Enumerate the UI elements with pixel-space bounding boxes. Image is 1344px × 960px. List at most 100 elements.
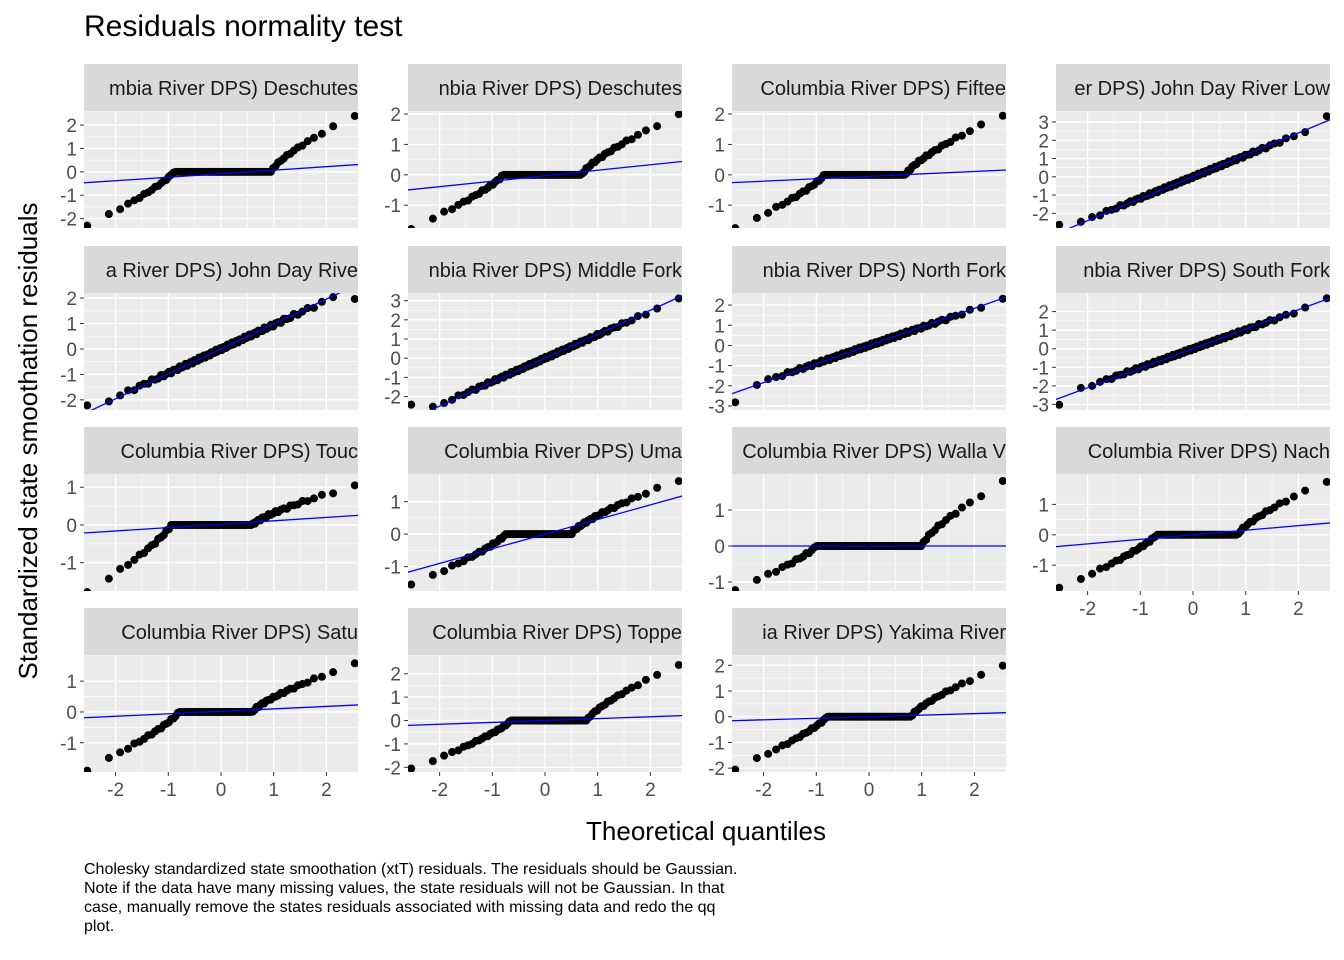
y-tick-label: 1 <box>390 330 401 351</box>
y-tick-label: 1 <box>390 688 401 709</box>
facet-strip <box>732 427 1006 474</box>
qq-point <box>408 764 416 772</box>
qq-point <box>1289 492 1298 501</box>
qq-point <box>1088 569 1097 578</box>
qq-reference-line <box>408 495 682 573</box>
y-tick-label: 2 <box>714 105 725 126</box>
qq-point <box>440 567 449 576</box>
y-tick-label: -1 <box>1032 556 1049 577</box>
x-tick-label: 1 <box>916 780 927 801</box>
qq-point <box>329 489 338 498</box>
qq-reference-line <box>1056 522 1330 548</box>
x-tick-label: -1 <box>484 780 501 801</box>
y-tick-label: 1 <box>390 493 401 514</box>
facet-strip-label: ia River DPS) Yakima River <box>762 622 1006 644</box>
y-tick-label: 2 <box>390 665 401 686</box>
qq-point <box>627 683 636 692</box>
y-tick-label: 2 <box>714 296 725 317</box>
qq-point <box>965 127 974 136</box>
qq-reference-line <box>90 293 341 410</box>
y-tick-label: -3 <box>708 397 725 418</box>
facet-panel: Columbia River DPS) Nach -1 0 1 -2 -1 0 1 2 <box>1032 427 1330 620</box>
y-tick-label: -1 <box>708 196 725 217</box>
qq-point <box>732 586 740 591</box>
qq-point <box>764 208 773 217</box>
qq-point <box>1301 128 1310 137</box>
facet-strip-label: er DPS) John Day River Low <box>1074 78 1330 100</box>
qq-point <box>428 757 437 766</box>
qq-point <box>84 221 92 228</box>
y-tick-label: 2 <box>390 311 401 332</box>
y-tick-label: 2 <box>1038 131 1049 152</box>
facet-strip <box>84 608 358 655</box>
y-tick-label: -2 <box>384 758 401 779</box>
qq-point <box>752 575 761 584</box>
qq-point <box>977 120 986 129</box>
y-tick-label: 1 <box>1038 495 1049 516</box>
x-tick-label: -2 <box>107 780 124 801</box>
qq-point <box>104 574 113 583</box>
x-tick-label: -1 <box>1132 599 1149 620</box>
qq-point <box>1281 497 1290 506</box>
facet-strip <box>732 608 1006 655</box>
y-tick-label: 1 <box>1038 150 1049 171</box>
qq-reference-line <box>84 704 358 719</box>
facet-strip-label: Columbia River DPS) Walla V <box>742 441 1006 463</box>
qq-point <box>448 205 457 214</box>
qq-point <box>752 754 761 763</box>
panel-data <box>408 660 682 772</box>
qq-point <box>764 749 773 758</box>
y-tick-label: 1 <box>1038 321 1049 342</box>
x-tick-label: 2 <box>645 780 656 801</box>
x-tick-label: -2 <box>1079 599 1096 620</box>
y-tick-label: 1 <box>66 139 77 160</box>
qq-point <box>1056 400 1064 409</box>
y-tick-label: 1 <box>714 682 725 703</box>
x-tick-label: 0 <box>216 780 227 801</box>
x-tick-label: 0 <box>1188 599 1199 620</box>
qq-point <box>1096 564 1105 573</box>
facet-panel: Columbia River DPS) Walla V -1 0 1 <box>708 427 1006 594</box>
y-tick-label: 0 <box>390 712 401 733</box>
facet-strip-label: nbia River DPS) Middle Fork <box>429 260 683 282</box>
qq-point <box>298 141 307 150</box>
qq-point <box>732 398 740 407</box>
qq-point <box>641 489 650 498</box>
y-tick-label: -1 <box>384 368 401 389</box>
y-tick-label: -2 <box>1032 204 1049 225</box>
qq-point <box>116 564 125 573</box>
y-tick-label: -2 <box>60 210 77 231</box>
facet-panel: mbia River DPS) Deschutes -2 -10 12 <box>60 64 358 231</box>
facet-strip <box>408 246 682 293</box>
x-tick-label: 1 <box>592 780 603 801</box>
x-axis-label: Theoretical quantiles <box>586 816 826 846</box>
qq-point <box>951 509 960 518</box>
qq-point <box>957 503 966 512</box>
facet-strip-label: a River DPS) John Day Rive <box>106 260 358 282</box>
qq-point <box>84 766 92 772</box>
y-tick-label: 0 <box>390 166 401 187</box>
facet-strip <box>84 246 358 293</box>
panel-data <box>1056 112 1330 228</box>
facet-strip <box>732 64 1006 111</box>
y-tick-label: 3 <box>390 292 401 313</box>
qq-point <box>674 477 682 486</box>
x-tick-label: 0 <box>864 780 875 801</box>
qq-point <box>440 751 449 760</box>
panel-data <box>84 659 358 772</box>
qq-point <box>408 580 416 589</box>
y-tick-label: -1 <box>384 735 401 756</box>
y-tick-label: 0 <box>390 525 401 546</box>
facet-strip-label: mbia River DPS) Deschutes <box>109 78 358 100</box>
qq-point <box>633 130 642 139</box>
y-tick-label: -1 <box>708 357 725 378</box>
facet-panel: Columbia River DPS) Fiftee -1 0 1 2 <box>708 64 1006 228</box>
qq-point <box>1275 499 1284 508</box>
qq-point <box>428 570 437 579</box>
chart-title: Residuals normality test <box>84 10 403 43</box>
x-tick-label: 1 <box>268 780 279 801</box>
x-tick-label: -1 <box>808 780 825 801</box>
